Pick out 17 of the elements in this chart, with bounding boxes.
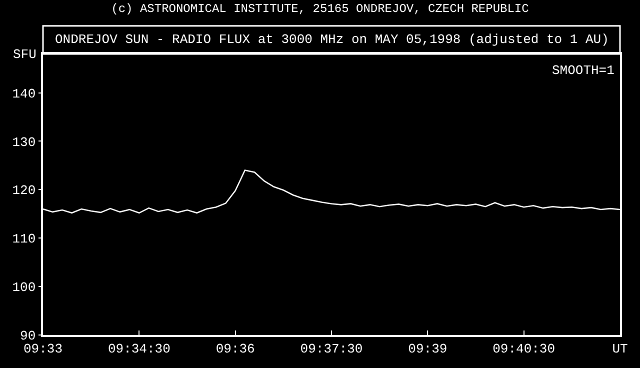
x-tick-label: 09:36	[216, 341, 255, 356]
x-tick-label: 09:40:30	[492, 341, 556, 356]
y-tick-label: 140	[12, 86, 36, 102]
annotation: SMOOTH=1	[552, 63, 615, 78]
y-tick-label: 130	[12, 134, 36, 150]
chart-title: (c) ASTRONOMICAL INSTITUTE, 25165 ONDREJOV, CZECH REPUBLIC	[111, 2, 529, 16]
y-tick-label: 120	[12, 183, 36, 198]
y-tick-label: 110	[12, 232, 36, 247]
x-tick-label: 09:34:30	[108, 341, 170, 356]
x-tick-label: 09:33	[23, 341, 63, 356]
x-tick-label: 09:39	[408, 341, 448, 356]
x-tick-label: 09:37:30	[300, 341, 363, 356]
x-tick-label: UT	[612, 341, 628, 356]
y-axis-title: SFU	[13, 47, 36, 62]
y-tick-label: 90	[20, 328, 36, 344]
y-tick-label: 100	[12, 280, 36, 296]
chart-subtitle: ONDREJOV SUN - RADIO FLUX at 3000 MHz on MAY 05,1998 (adjusted to 1 AU)	[55, 32, 609, 47]
